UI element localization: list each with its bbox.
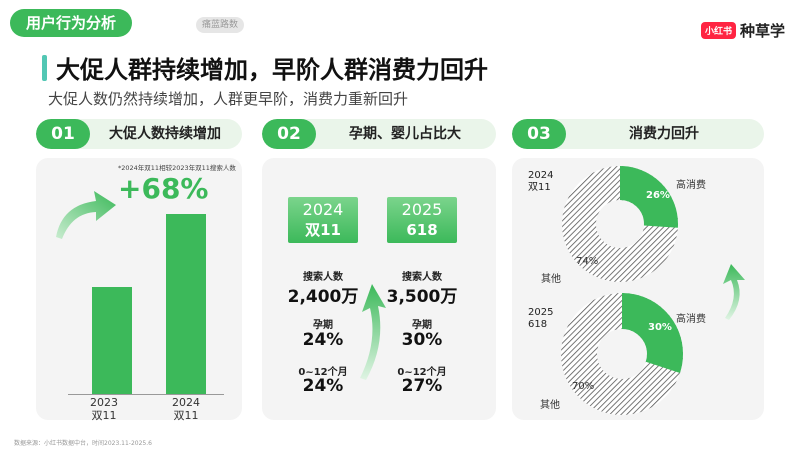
section-tag: 用户行为分析 <box>10 9 133 37</box>
donut-high-value: 26% <box>646 190 670 201</box>
donut-label-2024: 2024 双11 <box>528 170 553 194</box>
donut-event: 双11 <box>528 182 551 193</box>
infant-label: 0~12个月 <box>298 367 348 378</box>
growth-percent: +68% <box>118 172 209 205</box>
section-header-3: 03 消费力回升 <box>512 119 764 149</box>
section-number: 01 <box>36 119 90 149</box>
bar-label-year: 2023 <box>90 396 118 409</box>
bar-label-event: 双11 <box>91 409 117 422</box>
infant-label: 0~12个月 <box>397 367 447 378</box>
infant-value: 24% <box>302 376 344 396</box>
donut-other-value: 70% <box>572 381 595 392</box>
brand-logo: 小红书 <box>700 22 736 39</box>
consumption-arrow-icon <box>723 264 745 320</box>
section-tag-sub: 痛蓝路数 <box>196 17 245 33</box>
bar-label-year: 2024 <box>172 396 200 409</box>
brand: 小红书 种草学 <box>700 20 785 41</box>
donut-chart-2025 <box>561 293 683 415</box>
donut-label-2025: 2025 618 <box>528 307 553 331</box>
search-value: 2,400万 <box>287 287 359 307</box>
donut-year: 2025 <box>528 307 554 318</box>
footnote: 数据来源：小红书数据中台，时间2023.11-2025.6 <box>14 440 152 447</box>
year-text: 2025 <box>401 200 443 219</box>
stage-arrow-icon <box>360 284 386 380</box>
search-label: 搜索人数 <box>402 272 442 283</box>
year-text: 2024 <box>302 200 344 219</box>
bar-label-2024: 2024 双11 <box>161 396 211 422</box>
infant-value: 27% <box>401 376 443 396</box>
donut-high-value: 30% <box>648 322 672 333</box>
donut-chart-2024 <box>562 166 678 282</box>
bar-axis <box>68 394 224 395</box>
section-title: 大促人数持续增加 <box>109 126 221 142</box>
bar-2023 <box>92 287 132 394</box>
year-box-2025: 2025 618 <box>387 197 457 243</box>
donut-other-value: 74% <box>576 256 599 267</box>
event-text: 双11 <box>305 221 341 239</box>
event-text: 618 <box>406 221 438 239</box>
brand-name: 种草学 <box>739 22 785 40</box>
year-box-2024: 2024 双11 <box>288 197 358 243</box>
section-number: 02 <box>262 119 316 149</box>
bar-label-event: 双11 <box>173 409 199 422</box>
growth-note: *2024年双11相较2023年双11搜索人数 <box>118 164 236 172</box>
section-header-1: 01 大促人数持续增加 <box>36 119 242 149</box>
donut-high-label: 高消费 <box>676 180 706 191</box>
search-label: 搜索人数 <box>303 272 343 283</box>
pregnancy-label: 孕期 <box>412 320 432 331</box>
section-number: 03 <box>512 119 566 149</box>
pregnancy-value: 30% <box>401 330 443 350</box>
donut-high-label: 高消费 <box>676 314 706 325</box>
search-value: 3,500万 <box>386 287 458 307</box>
page-subtitle: 大促人数仍然持续增加，人群更早阶，消费力重新回升 <box>48 90 409 108</box>
section-header-2: 02 孕期、婴儿占比大 <box>262 119 496 149</box>
pregnancy-label: 孕期 <box>313 320 333 331</box>
section-title: 消费力回升 <box>629 126 699 142</box>
title-accent-bar <box>42 55 47 81</box>
panel-growth <box>36 158 242 420</box>
donut-high-slice <box>561 293 683 415</box>
pregnancy-value: 24% <box>302 330 344 350</box>
bar-label-2023: 2023 双11 <box>79 396 129 422</box>
section-title: 孕期、婴儿占比大 <box>349 126 461 142</box>
donut-other-label: 其他 <box>540 400 560 411</box>
donut-other-label: 其他 <box>541 274 561 285</box>
bar-2024 <box>166 214 206 394</box>
page-title: 大促人群持续增加，早阶人群消费力回升 <box>56 56 488 84</box>
donut-high-slice <box>562 166 678 282</box>
growth-arrow-icon <box>56 191 116 239</box>
donut-event: 618 <box>528 319 548 330</box>
donut-year: 2024 <box>528 170 554 181</box>
